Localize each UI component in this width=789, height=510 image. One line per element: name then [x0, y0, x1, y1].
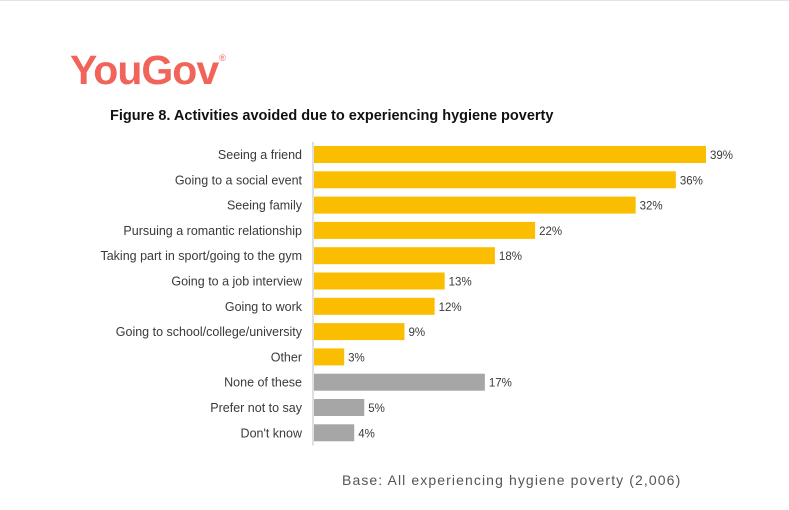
- value-label: 17%: [489, 378, 512, 390]
- value-label: 18%: [499, 251, 522, 263]
- category-label: Going to a social event: [175, 173, 303, 187]
- category-label: Going to school/college/university: [116, 325, 303, 339]
- top-divider: [0, 0, 789, 1]
- bar: [314, 399, 365, 416]
- bar: [314, 348, 345, 366]
- category-label: Other: [271, 350, 302, 364]
- value-label: 4%: [358, 428, 375, 440]
- value-label: 3%: [348, 352, 365, 364]
- bar: [314, 373, 485, 391]
- value-label: 36%: [680, 175, 703, 187]
- category-label: Taking part in sport/going to the gym: [100, 249, 302, 263]
- bar: [314, 424, 355, 442]
- category-label: Going to work: [225, 300, 303, 314]
- category-label: Don't know: [241, 426, 303, 440]
- value-label: 5%: [368, 403, 385, 415]
- value-label: 13%: [449, 277, 472, 289]
- bar: [314, 171, 676, 189]
- bar: [314, 221, 536, 239]
- registered-mark: ®: [219, 53, 226, 63]
- value-label: 9%: [408, 327, 425, 339]
- value-label: 12%: [439, 302, 462, 314]
- bar: [314, 323, 405, 341]
- base-footnote: Base: All experiencing hygiene poverty (…: [342, 472, 682, 488]
- bar: [314, 196, 636, 214]
- bar: [314, 146, 706, 163]
- bar: [314, 247, 495, 265]
- category-label: Prefer not to say: [210, 401, 302, 415]
- category-label: Seeing family: [227, 199, 303, 213]
- category-label: Pursuing a romantic relationship: [123, 224, 302, 238]
- value-label: 32%: [640, 201, 663, 213]
- category-label: Seeing a friend: [218, 148, 302, 162]
- bar: [314, 272, 445, 290]
- logo-text: YouGov: [70, 47, 219, 93]
- category-label: None of these: [224, 376, 302, 390]
- chart-title: Figure 8. Activities avoided due to expe…: [110, 108, 554, 124]
- bar-chart: Seeing a friend 39% Going to a social even…: [100, 141, 733, 446]
- value-label: 39%: [710, 150, 733, 162]
- yougov-logo: YouGov®: [70, 50, 226, 91]
- category-label: Going to a job interview: [171, 275, 303, 289]
- value-label: 22%: [539, 226, 562, 238]
- bar: [314, 297, 435, 315]
